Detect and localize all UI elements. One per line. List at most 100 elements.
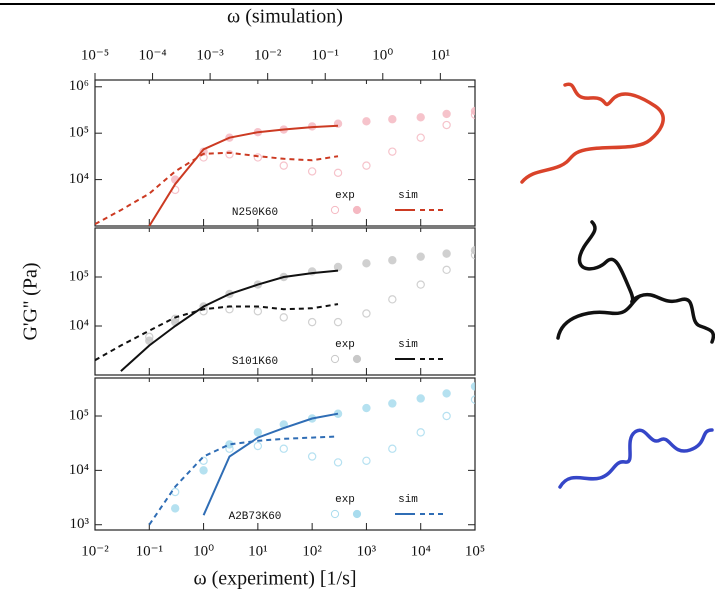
x-tick-label: 10⁰ (193, 543, 214, 559)
x-tick-label: 10² (302, 543, 322, 559)
x2-axis-title: ω (simulation) (227, 6, 343, 28)
exp-point (388, 256, 397, 265)
x2-tick-label: 10⁰ (372, 47, 393, 63)
exp-point (388, 147, 397, 156)
plot-area (95, 106, 475, 226)
exp-point (416, 113, 425, 122)
exp-point (442, 249, 451, 258)
exp-point (253, 428, 263, 437)
exp-point (253, 153, 263, 162)
exp-point (388, 399, 397, 408)
y-tick-label: 10⁴ (69, 317, 89, 333)
exp-point (362, 259, 371, 268)
legend-label: exp (335, 339, 355, 351)
exp-point (470, 395, 475, 404)
sim-line (95, 151, 339, 225)
exp-point (333, 317, 343, 327)
exp-point (442, 265, 451, 275)
legend-marker (352, 509, 362, 519)
exp-point (333, 262, 343, 272)
panel-frame (94, 227, 476, 376)
x-tick-label: 10⁴ (411, 543, 431, 559)
x-tick-label: 10⁻² (81, 543, 109, 559)
exp-point (279, 161, 288, 170)
exp-point (170, 504, 180, 513)
x2-tick-label: 10⁻⁵ (81, 47, 109, 63)
exp-point (388, 295, 397, 304)
legend-marker (330, 354, 340, 364)
legend-marker (352, 354, 362, 364)
exp-point (145, 332, 154, 342)
legend-label: exp (335, 190, 355, 202)
exp-point (307, 317, 317, 327)
sim-line (95, 303, 339, 362)
exp-point (279, 313, 288, 322)
exp-point (362, 403, 371, 413)
legend-label: exp (335, 494, 355, 506)
legend-marker (330, 205, 340, 215)
legend-marker (330, 509, 340, 519)
y-tick-label: 10⁵ (69, 268, 89, 284)
exp-point (470, 382, 475, 391)
x2-tick-label: 10⁻⁴ (138, 47, 166, 63)
y-tick-label: 10⁴ (69, 171, 89, 187)
exp-point (416, 394, 425, 403)
chain-blue (558, 428, 714, 489)
y-tick-label: 10⁶ (69, 78, 89, 94)
y-tick-label: 10⁴ (69, 462, 89, 478)
chain-red (520, 82, 665, 184)
x-tick-label: 10⁻¹ (136, 543, 163, 559)
exp-point (442, 411, 451, 421)
legend-label: sim (398, 190, 418, 202)
exp-point (253, 307, 263, 316)
exp-point (470, 250, 475, 260)
exp-point (388, 115, 397, 124)
panel-frame (94, 79, 476, 227)
exp-point (307, 167, 317, 176)
x2-tick-label: 10¹ (431, 47, 451, 63)
y-tick-label: 10⁵ (69, 407, 89, 423)
exp-point (388, 444, 397, 453)
exp-point (416, 252, 425, 261)
exp-point (470, 110, 475, 119)
exp-point (199, 147, 208, 156)
sim-line (148, 435, 339, 526)
panel-label: N250K60 (232, 207, 278, 219)
exp-point (333, 458, 343, 467)
x2-tick-label: 10⁻¹ (312, 47, 339, 63)
x-tick-label: 10³ (357, 543, 377, 559)
sim-line (120, 269, 339, 372)
exp-point (307, 452, 317, 461)
x-tick-label: 10¹ (248, 543, 268, 559)
exp-point (362, 456, 371, 465)
exp-point (362, 161, 371, 170)
exp-point (225, 444, 234, 453)
sim-line (148, 124, 339, 226)
exp-point (416, 428, 425, 437)
panel-label: S101K60 (232, 356, 278, 368)
exp-point (442, 120, 451, 130)
x2-tick-label: 10⁻² (254, 47, 282, 63)
y-axis-title: G'G'' (Pa) (20, 262, 42, 340)
exp-point (442, 109, 451, 119)
panel-frame (94, 377, 476, 531)
exp-point (416, 133, 425, 142)
y-tick-label: 10³ (70, 516, 90, 532)
exp-point (442, 389, 451, 398)
exp-point (170, 314, 180, 324)
exp-point (225, 150, 234, 159)
sim-line (202, 412, 339, 516)
x2-tick-label: 10⁻³ (196, 47, 224, 63)
exp-point (333, 168, 343, 178)
legend-label: sim (398, 494, 418, 506)
legend-label: sim (398, 339, 418, 351)
panel-label: A2B73K60 (229, 511, 282, 523)
chain-black (556, 220, 715, 344)
x-tick-label: 10⁵ (465, 543, 485, 559)
exp-point (416, 280, 425, 289)
exp-point (199, 466, 208, 475)
exp-point (279, 444, 288, 453)
x-axis-title: ω (experiment) [1/s] (193, 568, 356, 590)
exp-point (362, 117, 371, 126)
